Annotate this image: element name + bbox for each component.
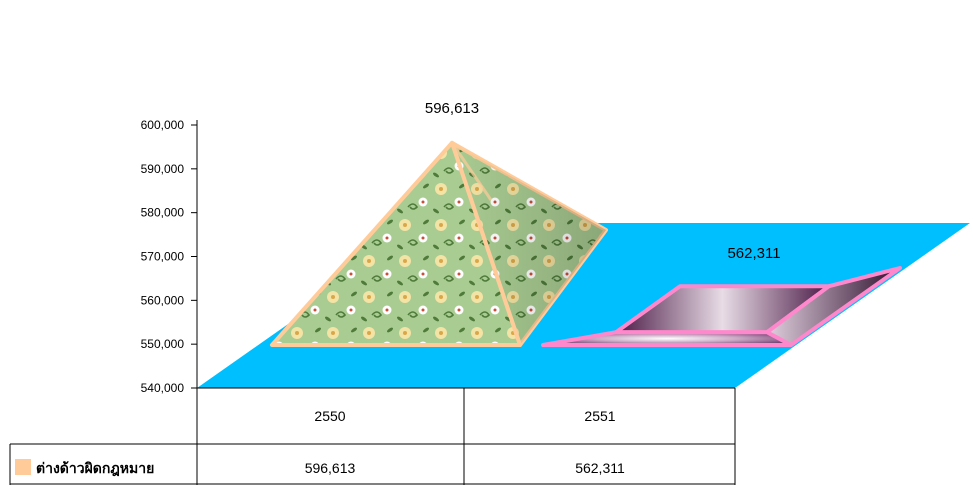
y-tick-label: 590,000 <box>141 162 185 176</box>
bar-2551 <box>541 266 902 347</box>
y-tick-label: 570,000 <box>141 250 185 264</box>
legend-entry: ต่างด้าวผิดกฎหมาย <box>36 460 154 477</box>
data-table: ต่างด้าวผิดกฎหมาย 2550 596,613 2551 562,311 <box>9 387 736 485</box>
table-value-2550: 596,613 <box>305 460 356 476</box>
bar-2550 <box>270 140 608 347</box>
y-tick-label: 580,000 <box>141 206 185 220</box>
y-tick-label: 550,000 <box>141 337 185 351</box>
category-label-2550: 2550 <box>314 408 345 424</box>
data-label-2550: 596,613 <box>425 100 479 117</box>
y-tick-label: 600,000 <box>141 118 185 132</box>
y-tick-label: 540,000 <box>141 381 185 395</box>
data-label-2551: 562,311 <box>727 245 780 262</box>
y-tick-label: 560,000 <box>141 293 185 307</box>
legend-swatch <box>15 459 31 475</box>
category-label-2551: 2551 <box>584 408 615 424</box>
table-value-2551: 562,311 <box>575 460 625 476</box>
